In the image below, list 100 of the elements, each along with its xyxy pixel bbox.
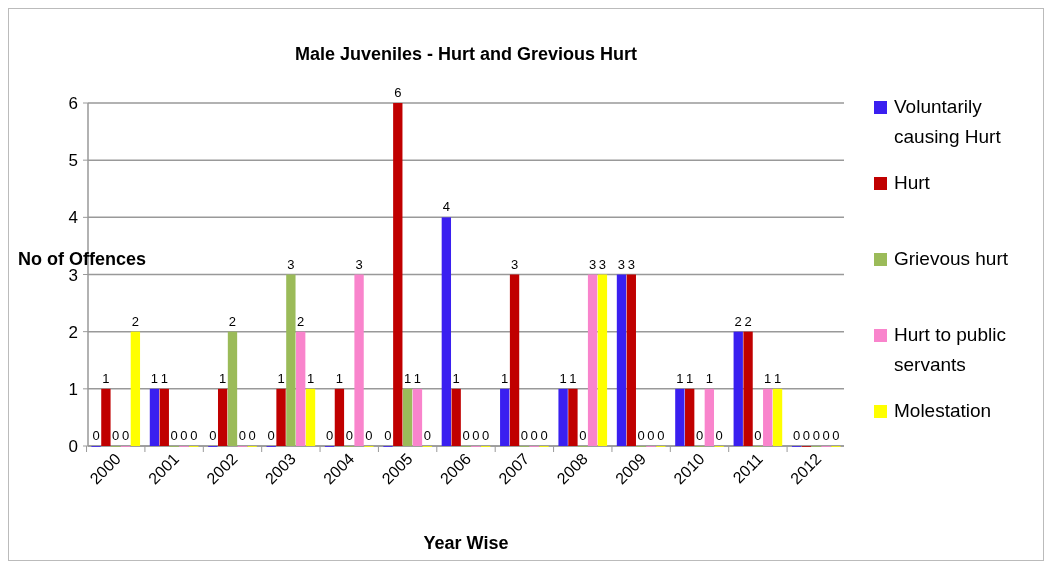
data-label: 0	[423, 428, 431, 443]
y-tick-label: 0	[68, 437, 78, 456]
data-label: 0	[715, 428, 723, 443]
legend-label: Molestation	[894, 400, 992, 421]
legend-label: Hurt	[894, 172, 931, 193]
data-label: 2	[734, 313, 742, 329]
bar	[296, 331, 306, 446]
bar	[568, 388, 578, 446]
data-label: 1	[764, 370, 772, 386]
data-label: 1	[569, 370, 577, 386]
data-label: 1	[452, 370, 460, 386]
data-label: 0	[647, 428, 655, 443]
data-label: 1	[306, 370, 315, 386]
data-label: 0	[267, 428, 275, 443]
bar	[743, 331, 753, 446]
bar	[217, 388, 228, 446]
data-label: 2	[228, 313, 237, 329]
data-label: 0	[345, 428, 353, 443]
data-label: 1	[277, 370, 285, 386]
data-label: 1	[501, 370, 509, 386]
legend-label: Voluntarily causing Hurt	[894, 96, 1002, 147]
y-tick-label: 5	[68, 151, 78, 171]
data-label: 0	[802, 428, 811, 443]
data-label: 0	[754, 428, 762, 443]
data-label: 0	[579, 428, 587, 443]
data-label: 0	[520, 428, 528, 443]
bar	[305, 388, 316, 446]
bar	[626, 274, 636, 446]
bar	[101, 388, 111, 446]
data-label: 1	[160, 370, 168, 386]
data-label: 0	[657, 428, 665, 443]
data-label: 0	[248, 428, 256, 443]
data-label: 0	[822, 428, 830, 443]
chart-title: Male Juveniles - Hurt and Grevious Hurt	[294, 44, 638, 64]
data-label: 0	[238, 428, 246, 443]
data-label: 1	[676, 370, 684, 386]
data-label: 0	[832, 428, 840, 443]
y-tick-label: 2	[68, 322, 78, 342]
data-label: 0	[637, 428, 645, 443]
bar	[558, 388, 568, 446]
bar	[227, 331, 238, 446]
bar	[393, 103, 403, 446]
bar	[451, 388, 461, 446]
data-label: 0	[180, 428, 188, 443]
y-tick-label: 6	[68, 94, 78, 113]
bar	[616, 274, 627, 446]
data-label: 1	[219, 370, 227, 386]
data-label: 0	[121, 428, 130, 443]
data-label: 2	[297, 313, 305, 329]
data-label: 1	[404, 370, 412, 386]
data-label: 1	[686, 370, 694, 386]
bar	[509, 274, 520, 446]
data-label: 1	[773, 370, 782, 386]
bar	[772, 388, 783, 446]
data-label: 0	[472, 428, 480, 443]
bar	[704, 388, 715, 446]
data-label: 1	[102, 370, 110, 386]
bar	[334, 388, 345, 446]
bar	[685, 388, 695, 446]
data-label: 0	[462, 428, 470, 443]
data-label: 3	[510, 256, 519, 272]
data-label: 0	[530, 428, 538, 443]
data-label: 6	[394, 85, 402, 100]
data-label: 0	[170, 428, 178, 443]
data-label: 3	[287, 256, 295, 272]
data-label: 1	[413, 370, 422, 386]
data-label: 0	[92, 428, 100, 443]
x-axis-title: Year Wise	[423, 533, 509, 553]
data-label: 0	[695, 428, 704, 443]
y-tick-label: 1	[68, 379, 78, 399]
data-label: 0	[793, 428, 801, 443]
bar	[402, 388, 413, 446]
data-label: 0	[812, 428, 820, 443]
data-label: 1	[335, 370, 344, 386]
data-label: 0	[540, 428, 548, 443]
bar	[597, 274, 608, 446]
bar	[412, 388, 423, 446]
bar	[675, 388, 685, 446]
data-label: 1	[150, 370, 159, 386]
data-label: 0	[365, 428, 373, 443]
data-label: 1	[705, 370, 713, 386]
legend-label: Grievous hurt	[894, 248, 1009, 269]
data-label: 0	[112, 428, 120, 443]
data-label: 0	[190, 428, 198, 443]
data-label: 3	[627, 256, 635, 272]
data-label: 0	[384, 428, 392, 443]
bar	[159, 388, 169, 446]
data-label: 4	[442, 199, 450, 215]
data-label: 3	[355, 256, 363, 272]
bar	[130, 331, 141, 446]
legend-label: Hurt to public servants	[894, 324, 1006, 375]
bar	[733, 331, 743, 446]
data-label: 1	[559, 370, 567, 386]
data-label: 3	[617, 256, 626, 272]
data-label: 2	[744, 313, 752, 329]
bar	[763, 388, 773, 446]
bar	[286, 274, 296, 446]
bar	[500, 388, 510, 446]
bar	[587, 274, 598, 446]
data-label: 2	[131, 313, 139, 329]
